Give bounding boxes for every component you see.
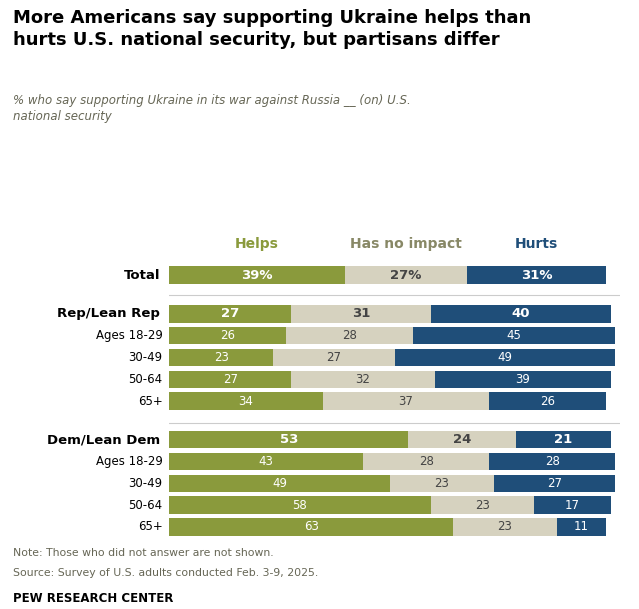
Bar — [273, 349, 394, 366]
Bar — [431, 496, 534, 514]
Bar — [169, 305, 291, 323]
Text: 28: 28 — [545, 455, 560, 468]
Text: Hurts: Hurts — [515, 237, 558, 251]
Text: 26: 26 — [220, 329, 235, 342]
Text: 27%: 27% — [390, 269, 422, 282]
Text: 23: 23 — [498, 520, 512, 533]
Text: More Americans say supporting Ukraine helps than
hurts U.S. national security, b: More Americans say supporting Ukraine he… — [13, 9, 531, 49]
Text: 30-49: 30-49 — [128, 351, 162, 364]
Bar — [431, 305, 611, 323]
Text: 45: 45 — [507, 329, 521, 342]
Bar — [169, 349, 273, 366]
Bar — [169, 453, 363, 470]
Text: 31: 31 — [351, 308, 370, 320]
Text: 27: 27 — [327, 351, 341, 364]
Text: 65+: 65+ — [138, 395, 162, 407]
Bar — [169, 392, 323, 410]
Bar — [169, 518, 453, 535]
Text: 63: 63 — [304, 520, 319, 533]
Bar — [494, 474, 615, 492]
Bar — [345, 267, 466, 284]
Bar — [390, 474, 494, 492]
Bar — [394, 349, 615, 366]
Bar — [534, 496, 611, 514]
Text: 24: 24 — [453, 433, 472, 446]
Bar — [557, 518, 606, 535]
Bar — [169, 327, 286, 345]
Text: 21: 21 — [555, 433, 573, 446]
Bar — [169, 474, 390, 492]
Text: 37: 37 — [398, 395, 413, 407]
Text: 31%: 31% — [521, 269, 552, 282]
Text: 65+: 65+ — [138, 520, 162, 533]
Bar — [453, 518, 557, 535]
Bar — [323, 392, 489, 410]
Text: 40: 40 — [511, 308, 530, 320]
Text: % who say supporting Ukraine in its war against Russia __ (on) U.S.
national sec: % who say supporting Ukraine in its war … — [13, 94, 410, 124]
Text: 27: 27 — [547, 477, 562, 490]
Bar — [516, 431, 611, 448]
Text: 50-64: 50-64 — [128, 499, 162, 512]
Bar — [363, 453, 489, 470]
Text: 23: 23 — [475, 499, 490, 512]
Bar — [489, 453, 615, 470]
Text: Helps: Helps — [235, 237, 279, 251]
Text: Total: Total — [124, 269, 160, 282]
Bar — [413, 327, 615, 345]
Text: 28: 28 — [419, 455, 433, 468]
Text: 11: 11 — [574, 520, 589, 533]
Text: 50-64: 50-64 — [128, 373, 162, 385]
Text: 23: 23 — [213, 351, 229, 364]
Text: 30-49: 30-49 — [128, 477, 162, 490]
Text: Rep/Lean Rep: Rep/Lean Rep — [58, 308, 160, 320]
Bar — [169, 431, 408, 448]
Text: Note: Those who did not answer are not shown.: Note: Those who did not answer are not s… — [13, 548, 273, 558]
Text: 32: 32 — [356, 373, 371, 385]
Bar — [489, 392, 606, 410]
Text: Source: Survey of U.S. adults conducted Feb. 3-9, 2025.: Source: Survey of U.S. adults conducted … — [13, 568, 318, 577]
Text: Dem/Lean Dem: Dem/Lean Dem — [47, 433, 160, 446]
Bar — [291, 370, 435, 388]
Text: 27: 27 — [222, 373, 238, 385]
Text: 23: 23 — [435, 477, 449, 490]
Text: 43: 43 — [259, 455, 273, 468]
Bar — [291, 305, 431, 323]
Text: 58: 58 — [293, 499, 307, 512]
Text: 39: 39 — [516, 373, 530, 385]
Text: Ages 18-29: Ages 18-29 — [96, 329, 162, 342]
Bar — [435, 370, 611, 388]
Bar — [169, 267, 345, 284]
Bar — [169, 370, 291, 388]
Text: 17: 17 — [565, 499, 580, 512]
Text: PEW RESEARCH CENTER: PEW RESEARCH CENTER — [13, 592, 173, 605]
Text: 26: 26 — [540, 395, 555, 407]
Text: 49: 49 — [272, 477, 287, 490]
Text: 53: 53 — [279, 433, 298, 446]
Bar — [286, 327, 413, 345]
Bar — [169, 496, 431, 514]
Text: Ages 18-29: Ages 18-29 — [96, 455, 162, 468]
Text: 39%: 39% — [242, 269, 273, 282]
Text: 28: 28 — [342, 329, 357, 342]
Text: 34: 34 — [238, 395, 253, 407]
Text: 49: 49 — [497, 351, 512, 364]
Bar — [466, 267, 606, 284]
Bar — [408, 431, 516, 448]
Text: Has no impact: Has no impact — [350, 237, 462, 251]
Text: 27: 27 — [221, 308, 239, 320]
